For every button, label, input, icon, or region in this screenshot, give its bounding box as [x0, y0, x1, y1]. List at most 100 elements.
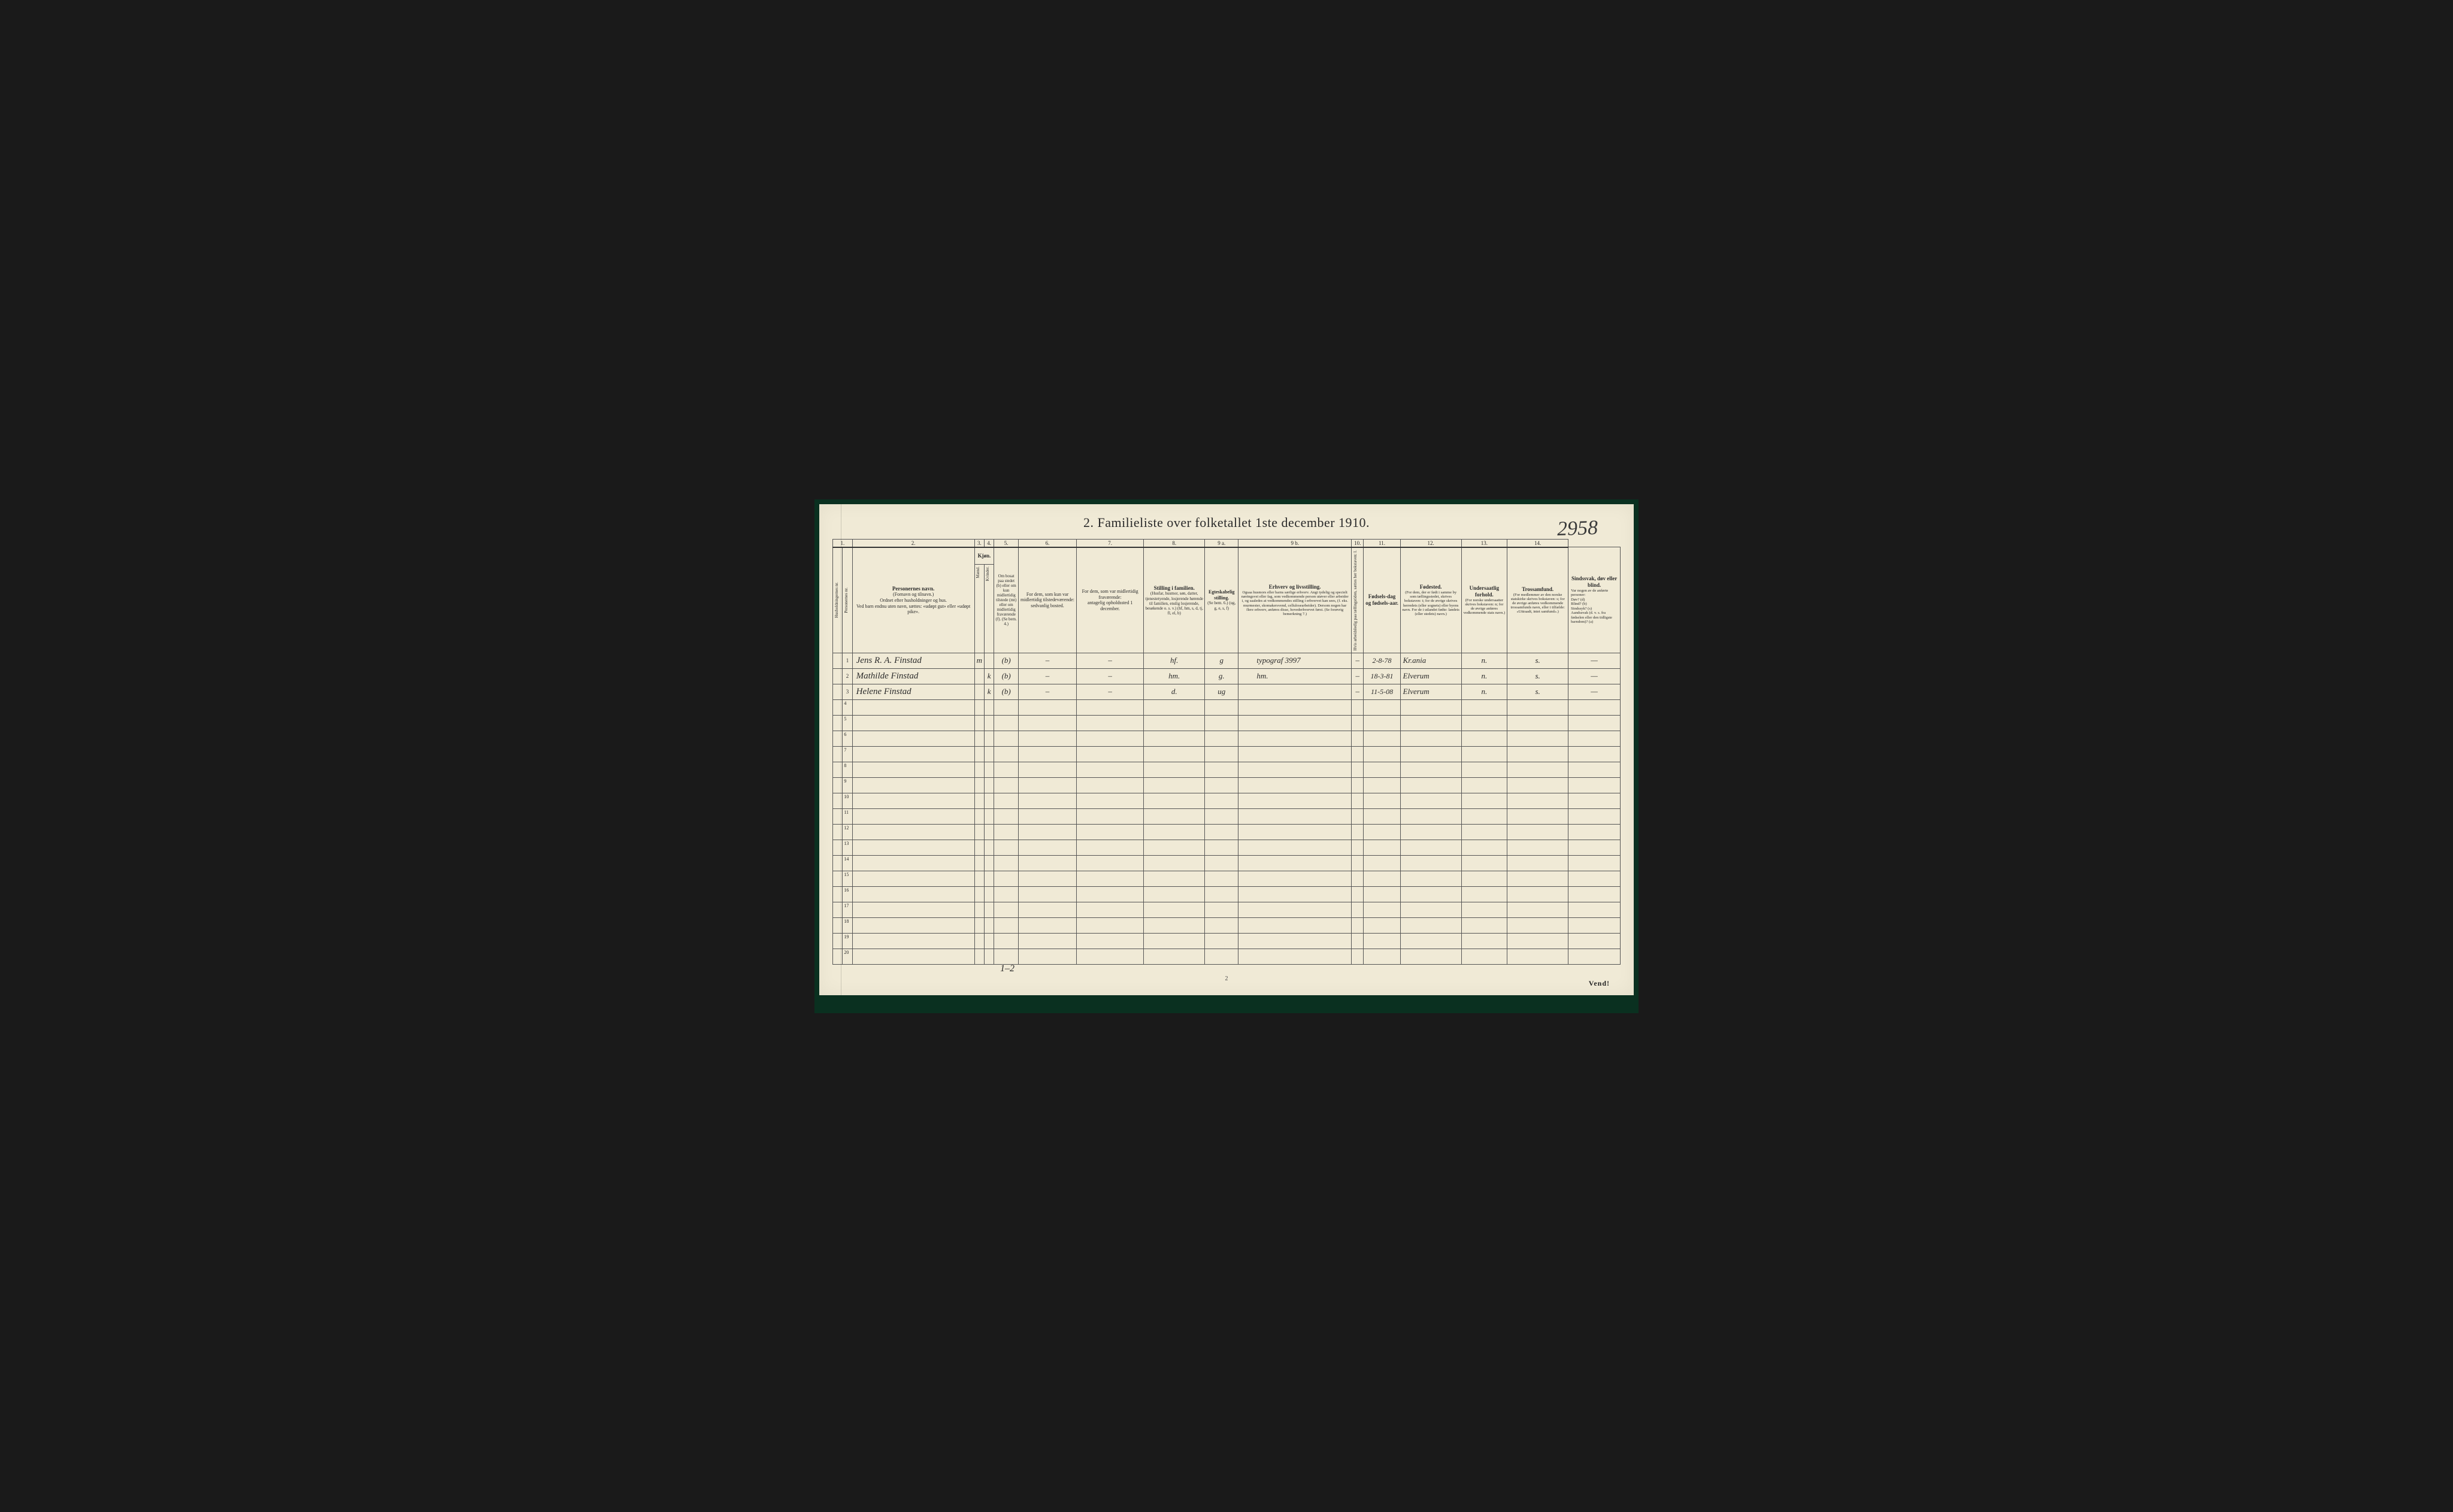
- cell-empty: [1507, 777, 1568, 793]
- table-row: 2Mathilde Finstadk(b)––hm.g.hm.–18-3-81E…: [833, 668, 1621, 684]
- table-row-empty: 15: [833, 871, 1621, 886]
- cell-c6: –: [1076, 684, 1143, 699]
- cell-person-nr: 11: [843, 808, 852, 824]
- cell-person-nr: 10: [843, 793, 852, 808]
- cell-empty: [1238, 840, 1352, 855]
- cell-empty: [994, 917, 1019, 933]
- cell-household: [833, 746, 843, 762]
- cell-nationality: n.: [1461, 653, 1507, 668]
- cell-occupation: hm.: [1238, 668, 1352, 684]
- cell-empty: [1568, 793, 1621, 808]
- cell-empty: [1019, 746, 1077, 762]
- cell-empty: [1364, 699, 1400, 715]
- cell-male: [974, 668, 984, 684]
- header-unemployed: Hvis arbeidsledig paa tællingstiden, sæt…: [1352, 547, 1364, 653]
- table-row-empty: 16: [833, 886, 1621, 902]
- cell-empty: [984, 746, 994, 762]
- cell-person-nr: 16: [843, 886, 852, 902]
- cell-household: [833, 824, 843, 840]
- cell-empty: [1461, 715, 1507, 731]
- cell-empty: [1400, 808, 1461, 824]
- cell-birthplace: Elverum: [1400, 684, 1461, 699]
- table-row-empty: 5: [833, 715, 1621, 731]
- cell-household: [833, 699, 843, 715]
- cell-empty: [984, 808, 994, 824]
- cell-empty: [1568, 855, 1621, 871]
- cell-empty: [1076, 902, 1143, 917]
- cell-household: [833, 715, 843, 731]
- cell-empty: [1461, 886, 1507, 902]
- cell-empty: [1352, 731, 1364, 746]
- colnum: 5.: [994, 539, 1019, 547]
- cell-empty: [1364, 746, 1400, 762]
- cell-empty: [994, 902, 1019, 917]
- cell-empty: [1364, 777, 1400, 793]
- cell-empty: [1144, 777, 1205, 793]
- cell-residence: (b): [994, 684, 1019, 699]
- cell-person-nr: 13: [843, 840, 852, 855]
- cell-c6: –: [1076, 653, 1143, 668]
- cell-empty: [1400, 917, 1461, 933]
- cell-empty: [1019, 902, 1077, 917]
- cell-empty: [1205, 808, 1238, 824]
- cell-empty: [1507, 793, 1568, 808]
- cell-empty: [984, 762, 994, 777]
- cell-empty: [1019, 933, 1077, 949]
- cell-person-nr: 4: [843, 699, 852, 715]
- handwritten-page-number: 2958: [1556, 516, 1598, 540]
- cell-name: Jens R. A. Finstad: [852, 653, 974, 668]
- cell-empty: [1400, 949, 1461, 964]
- cell-household: [833, 917, 843, 933]
- cell-empty: [1144, 840, 1205, 855]
- cell-person-nr: 1: [843, 653, 852, 668]
- cell-empty: [1205, 824, 1238, 840]
- cell-empty: [1461, 808, 1507, 824]
- cell-empty: [994, 699, 1019, 715]
- cell-empty: [1364, 917, 1400, 933]
- colnum: 1.: [833, 539, 853, 547]
- cell-empty: [1019, 777, 1077, 793]
- colnum: 10.: [1352, 539, 1364, 547]
- cell-empty: [1144, 871, 1205, 886]
- cell-empty: [984, 933, 994, 949]
- cell-empty: [1076, 715, 1143, 731]
- cell-empty: [1352, 715, 1364, 731]
- cell-empty: [1507, 699, 1568, 715]
- cell-empty: [1076, 793, 1143, 808]
- cell-empty: [1507, 746, 1568, 762]
- cell-empty: [1400, 886, 1461, 902]
- cell-person-nr: 14: [843, 855, 852, 871]
- cell-empty: [1144, 933, 1205, 949]
- cell-empty: [1352, 886, 1364, 902]
- cell-empty: [1019, 824, 1077, 840]
- cell-empty: [1461, 840, 1507, 855]
- cell-disability: —: [1568, 668, 1621, 684]
- cell-empty: [974, 731, 984, 746]
- header-male: Mænd.: [974, 564, 984, 653]
- colnum: 11.: [1364, 539, 1400, 547]
- cell-empty: [1019, 855, 1077, 871]
- cell-empty: [1205, 793, 1238, 808]
- cell-household: [833, 902, 843, 917]
- cell-birthdate: 2-8-78: [1364, 653, 1400, 668]
- header-sex: Kjøn.: [974, 547, 994, 565]
- cell-nationality: n.: [1461, 684, 1507, 699]
- cell-empty: [984, 855, 994, 871]
- cell-empty: [994, 949, 1019, 964]
- cell-name: Helene Finstad: [852, 684, 974, 699]
- cell-empty: [1507, 917, 1568, 933]
- cell-empty: [1364, 949, 1400, 964]
- cell-empty: [1238, 731, 1352, 746]
- cell-empty: [1076, 855, 1143, 871]
- cell-person-nr: 20: [843, 949, 852, 964]
- cell-family-pos: d.: [1144, 684, 1205, 699]
- cell-male: m: [974, 653, 984, 668]
- cell-person-nr: 12: [843, 824, 852, 840]
- cell-empty: [1507, 949, 1568, 964]
- header-family-position: Stilling i familien. (Husfar, husmor, sø…: [1144, 547, 1205, 653]
- cell-empty: [1352, 793, 1364, 808]
- cell-empty: [1205, 762, 1238, 777]
- cell-empty: [994, 793, 1019, 808]
- cell-empty: [852, 746, 974, 762]
- header-temporary-absent: For dem, som var midlertidig fraværende:…: [1076, 547, 1143, 653]
